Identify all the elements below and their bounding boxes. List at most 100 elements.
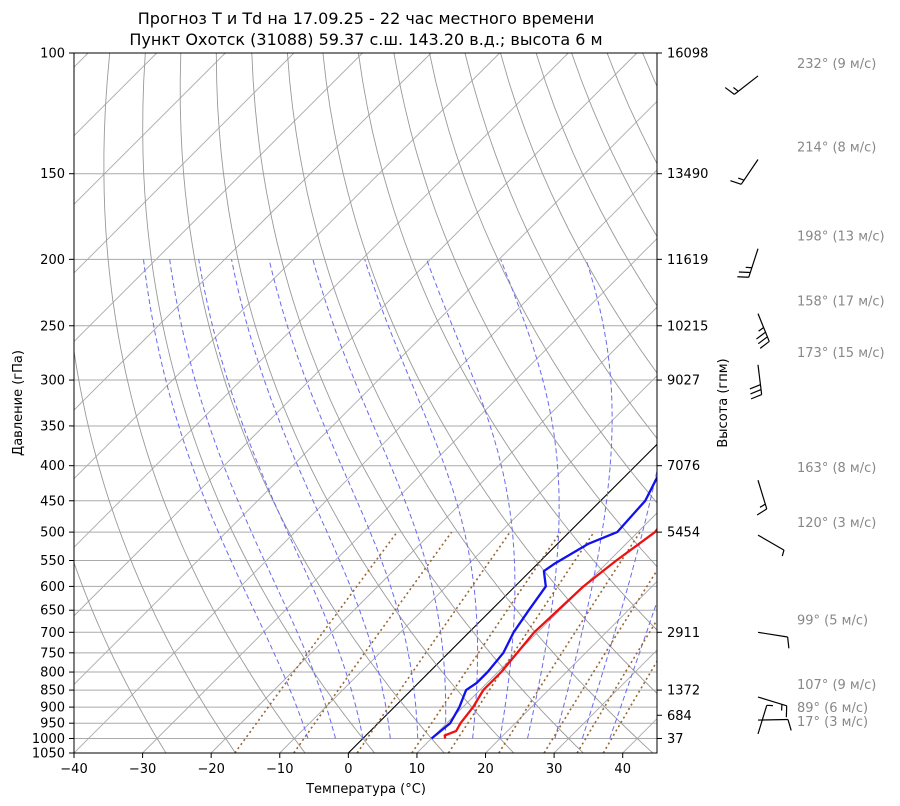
wind-barb (730, 159, 759, 185)
mixing-ratio-line (602, 659, 657, 753)
moist-adiabat-line (426, 259, 516, 739)
wind-barb-half-feather (738, 177, 745, 181)
wind-barb-shaft (757, 534, 785, 551)
wind-label: 158° (17 м/с) (797, 295, 885, 310)
plot-frame (73, 52, 658, 754)
y-tick-label: 400 (40, 459, 65, 474)
y-tick-label: 600 (40, 580, 65, 595)
moist-adiabat-line (169, 259, 336, 739)
wind-label: 173° (15 м/с) (797, 346, 885, 361)
dewpoint-profile-line (430, 475, 657, 740)
wind-label: 120° (3 м/с) (797, 516, 876, 531)
dry-adiabat-line (606, 53, 657, 165)
moist-adiabat-line (231, 259, 391, 739)
wind-label: 99° (5 м/с) (797, 613, 868, 628)
dry-adiabat-line (251, 53, 584, 753)
dry-adiabat-line (179, 53, 445, 753)
height-tick-label: 10215 (667, 319, 708, 334)
dry-adiabat-line (103, 53, 306, 753)
height-tick-label: 37 (667, 732, 684, 747)
height-tick-label: 13490 (667, 167, 708, 182)
y-tick-label: 700 (40, 626, 65, 641)
x-tick-label: 40 (614, 762, 631, 777)
y-tick-label: 100 (40, 47, 65, 62)
wind-barb (724, 75, 759, 95)
isotherm-line (74, 169, 657, 753)
isotherm-line (74, 53, 295, 274)
wind-barbs: 232° (9 м/с) 214° (8 м/с) 198° (13 м/с) 158… (724, 57, 885, 735)
chart-title-line2: Пункт Охотск (31088) 59.37 с.ш. 143.20 в… (129, 30, 602, 49)
height-tick-label: 684 (667, 709, 692, 724)
dry-adiabat-line (749, 53, 900, 753)
isotherm-line (74, 53, 226, 205)
moist-adiabat-line (312, 259, 447, 739)
isotherm-line (210, 306, 657, 753)
mixing-ratio-line (234, 531, 398, 753)
y-tick-label: 650 (40, 604, 65, 619)
height-tick-label: 7076 (667, 459, 700, 474)
wind-barb (757, 704, 773, 735)
dry-adiabat-line (393, 53, 657, 568)
dry-adiabat-line (286, 53, 654, 753)
dry-adiabat-line (856, 53, 900, 753)
y-tick-label: 550 (40, 554, 65, 569)
dry-adiabat-line (357, 53, 657, 631)
wind-barb-feather (759, 340, 770, 349)
moist-adiabat-line (364, 259, 479, 739)
y-tick-label: 900 (40, 701, 65, 716)
x-tick-label: −30 (129, 762, 156, 777)
wind-barb-feather (750, 389, 762, 395)
wind-barb-feather (724, 87, 735, 95)
height-tick-label: 1372 (667, 684, 700, 699)
wind-barb-feather (749, 384, 761, 390)
y-tick-label: 950 (40, 717, 65, 732)
dry-adiabat-line (429, 53, 657, 504)
wind-barb-feather (737, 276, 749, 278)
chart-title-line1: Прогноз T и Td на 17.09.25 - 22 час мест… (138, 9, 594, 28)
mixing-ratio-line (498, 531, 641, 753)
wind-barb-shaft (757, 718, 789, 721)
wind-barb-feather (787, 636, 790, 649)
dry-adiabat-line (74, 53, 236, 753)
y-tick-label: 150 (40, 167, 65, 182)
isotherm-line (760, 53, 900, 753)
x-tick-label: −10 (266, 762, 293, 777)
dry-adiabat-line (215, 53, 515, 753)
wind-barb (756, 313, 770, 349)
x-tick-label: 20 (477, 762, 494, 777)
isotherm-line (485, 580, 657, 753)
y-tick-label: 350 (40, 419, 65, 434)
wind-barb-feather (730, 180, 742, 185)
isotherm-line (74, 53, 638, 617)
moist-adiabat-line (500, 259, 560, 739)
y-tick-label: 250 (40, 319, 65, 334)
wind-barb (757, 631, 790, 649)
wind-barb-feather (750, 394, 762, 400)
wind-label: 89° (6 м/с) (797, 701, 868, 716)
mixing-ratio-line (411, 531, 562, 753)
wind-barb-half-feather (781, 549, 785, 557)
dry-adiabat-line (571, 53, 657, 238)
y-tick-label: 750 (40, 646, 65, 661)
wind-barb-feather (756, 331, 766, 340)
wind-label: 107° (9 м/с) (797, 678, 876, 693)
x-tick-label: −40 (60, 762, 87, 777)
wind-label: 214° (8 м/с) (797, 140, 876, 155)
y-tick-label: 200 (40, 253, 65, 268)
x-tick-label: −20 (197, 762, 224, 777)
wind-barb-half-feather (759, 503, 766, 508)
wind-barb-feather (757, 336, 768, 345)
isotherm-line (74, 53, 432, 411)
wind-barb (757, 718, 792, 731)
y-axis-right-label: Высота (гпм) (716, 358, 731, 447)
wind-barb-shaft (757, 631, 788, 638)
moist-adiabat-line (198, 259, 364, 739)
wind-label: 232° (9 м/с) (797, 57, 876, 72)
wind-barb-feather (738, 271, 751, 274)
isotherm-line (74, 53, 569, 548)
wind-barb-half-feather (758, 327, 764, 332)
wind-barb (756, 480, 768, 516)
wind-label: 198° (13 м/с) (797, 230, 885, 245)
plot-area (74, 53, 900, 753)
x-tick-label: 30 (546, 762, 563, 777)
